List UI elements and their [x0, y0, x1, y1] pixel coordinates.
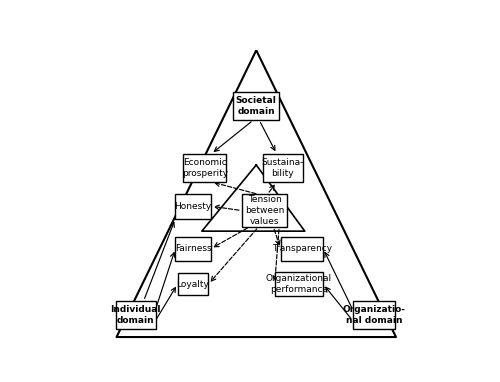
Text: Tension
between
values: Tension between values: [245, 195, 284, 226]
Text: Individual
domain: Individual domain: [110, 305, 161, 325]
Text: Loyalty: Loyalty: [176, 280, 210, 288]
Text: Transparency: Transparency: [272, 244, 332, 253]
Bar: [280, 237, 323, 261]
Text: Organizatio-
nal domain: Organizatio- nal domain: [342, 305, 406, 325]
Bar: [242, 194, 288, 227]
Bar: [184, 154, 226, 182]
Text: Sustaina-
bility: Sustaina- bility: [262, 158, 304, 178]
Text: Honesty: Honesty: [174, 202, 212, 210]
Bar: [178, 273, 208, 295]
Text: Societal
domain: Societal domain: [236, 96, 277, 116]
Bar: [176, 194, 210, 219]
Bar: [352, 301, 395, 329]
Bar: [234, 92, 279, 120]
Bar: [116, 301, 156, 329]
Text: Fairness: Fairness: [174, 244, 212, 253]
Bar: [263, 154, 302, 182]
Bar: [176, 237, 210, 261]
Text: Organizational
performance: Organizational performance: [266, 274, 332, 294]
Bar: [274, 272, 323, 296]
Text: Economic
prosperity: Economic prosperity: [182, 158, 228, 178]
